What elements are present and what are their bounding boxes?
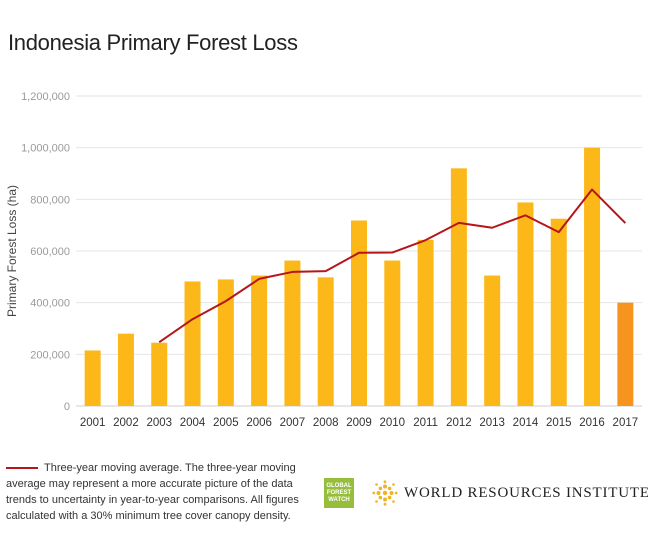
bars xyxy=(84,147,634,406)
legend-line-swatch xyxy=(6,467,38,469)
moving-average-polyline xyxy=(158,188,627,344)
wri-logo-icon xyxy=(372,480,398,506)
x-tick-label: 2007 xyxy=(280,417,306,429)
gfw-logo-text-2: FOREST xyxy=(326,489,352,496)
x-tick-labels: 2001 2002 2003 2004 2005 2006 2007 2008 2009 2010… xyxy=(80,417,638,429)
global-forest-watch-logo: GLOBAL FOREST WATCH xyxy=(324,478,354,508)
x-tick-label: 2012 xyxy=(446,417,472,429)
y-tick-label: 800,000 xyxy=(30,194,70,206)
bar-2010 xyxy=(384,260,401,406)
legend: Three-year moving average. The three-yea… xyxy=(6,460,306,524)
x-tick-label: 2017 xyxy=(613,417,639,429)
x-tick-label: 2003 xyxy=(146,417,172,429)
x-tick-label: 2001 xyxy=(80,417,106,429)
x-tick-label: 2016 xyxy=(579,417,605,429)
chart-plot: 0 200,000 400,000 600,000 800,000 1,000,000 1,… xyxy=(5,91,642,429)
y-axis-label: Primary Forest Loss (ha) xyxy=(5,185,19,317)
y-tick-label: 0 xyxy=(64,401,70,413)
x-tick-label: 2002 xyxy=(113,417,139,429)
bar-2009 xyxy=(351,220,367,406)
bar-2011 xyxy=(417,239,434,406)
x-tick-label: 2011 xyxy=(413,417,438,429)
wri-logo-text: WORLD RESOURCES INSTITUTE xyxy=(404,485,648,501)
y-tick-labels: 0 200,000 400,000 600,000 800,000 1,000,000 1,… xyxy=(21,91,70,413)
moving-average-line xyxy=(158,188,627,344)
x-tick-label: 2014 xyxy=(513,417,539,429)
bar-2004 xyxy=(184,281,201,406)
y-tick-label: 1,000,000 xyxy=(21,143,70,155)
bar-2014 xyxy=(517,202,534,406)
y-tick-label: 400,000 xyxy=(30,298,70,310)
bar-2006 xyxy=(251,275,268,406)
bar-2016 xyxy=(584,147,601,406)
bar-2001 xyxy=(84,350,101,406)
x-tick-label: 2009 xyxy=(346,417,372,429)
x-tick-label: 2015 xyxy=(546,417,572,429)
bar-2013 xyxy=(484,275,501,406)
bar-2015 xyxy=(550,218,567,406)
gfw-logo-text-3: WATCH xyxy=(328,496,350,503)
y-tick-label: 1,200,000 xyxy=(21,91,70,103)
bar-2017 xyxy=(617,302,634,406)
x-tick-label: 2006 xyxy=(246,417,272,429)
bar-2008 xyxy=(317,277,334,406)
bar-2007 xyxy=(284,260,301,406)
x-tick-label: 2008 xyxy=(313,417,339,429)
x-tick-label: 2005 xyxy=(213,417,239,429)
legend-text: Three-year moving average. The three-yea… xyxy=(6,462,299,522)
bar-2002 xyxy=(117,333,134,406)
gfw-logo-text-1: GLOBAL xyxy=(326,482,352,489)
y-tick-label: 600,000 xyxy=(30,246,70,258)
bar-2005 xyxy=(217,279,234,406)
x-tick-label: 2010 xyxy=(379,417,405,429)
x-tick-label: 2013 xyxy=(479,417,505,429)
y-tick-label: 200,000 xyxy=(30,349,70,361)
chart-title: Indonesia Primary Forest Loss xyxy=(8,30,298,55)
x-tick-label: 2004 xyxy=(180,417,206,429)
bar-2003 xyxy=(151,342,168,406)
bar-2012 xyxy=(450,168,467,406)
